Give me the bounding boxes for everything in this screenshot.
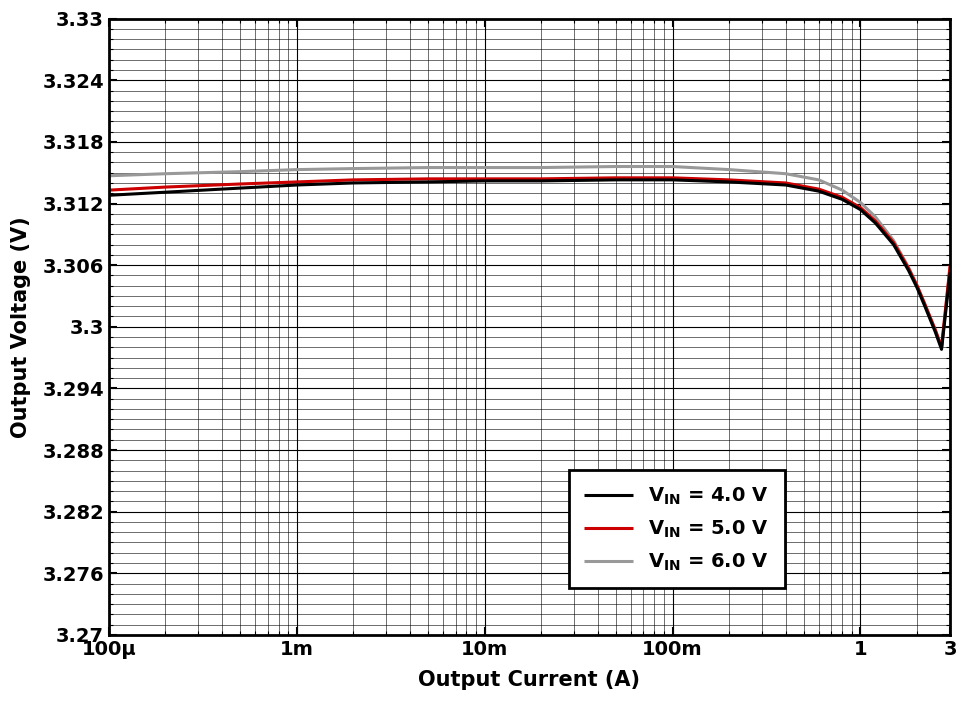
V$_{\mathregular{IN}}$ = 5.0 V	[422, 175, 434, 183]
V$_{\mathregular{IN}}$ = 4.0 V	[888, 240, 899, 249]
V$_{\mathregular{IN}}$ = 6.0 V	[723, 165, 735, 174]
V$_{\mathregular{IN}}$ = 4.0 V	[348, 179, 359, 187]
V$_{\mathregular{IN}}$ = 5.0 V	[919, 300, 930, 308]
V$_{\mathregular{IN}}$ = 4.0 V	[103, 191, 114, 200]
V$_{\mathregular{IN}}$ = 6.0 V	[936, 343, 948, 351]
V$_{\mathregular{IN}}$ = 4.0 V	[911, 283, 923, 292]
V$_{\mathregular{IN}}$ = 5.0 V	[103, 186, 114, 194]
V$_{\mathregular{IN}}$ = 4.0 V	[936, 345, 948, 353]
V$_{\mathregular{IN}}$ = 5.0 V	[348, 176, 359, 184]
V$_{\mathregular{IN}}$ = 6.0 V	[911, 282, 923, 290]
V$_{\mathregular{IN}}$ = 5.0 V	[667, 174, 679, 182]
V$_{\mathregular{IN}}$ = 4.0 V	[836, 195, 848, 203]
V$_{\mathregular{IN}}$ = 6.0 V	[919, 300, 930, 308]
X-axis label: Output Current (A): Output Current (A)	[418, 670, 641, 690]
V$_{\mathregular{IN}}$ = 4.0 V	[780, 181, 792, 189]
V$_{\mathregular{IN}}$ = 6.0 V	[836, 186, 848, 194]
V$_{\mathregular{IN}}$ = 5.0 V	[869, 217, 881, 225]
V$_{\mathregular{IN}}$ = 4.0 V	[902, 266, 914, 275]
V$_{\mathregular{IN}}$ = 5.0 V	[610, 174, 621, 182]
V$_{\mathregular{IN}}$ = 4.0 V	[667, 176, 679, 184]
V$_{\mathregular{IN}}$ = 4.0 V	[723, 178, 735, 186]
V$_{\mathregular{IN}}$ = 5.0 V	[936, 343, 948, 351]
V$_{\mathregular{IN}}$ = 4.0 V	[919, 302, 930, 311]
V$_{\mathregular{IN}}$ = 5.0 V	[160, 183, 171, 191]
V$_{\mathregular{IN}}$ = 4.0 V	[813, 187, 825, 196]
V$_{\mathregular{IN}}$ = 5.0 V	[234, 179, 246, 188]
V$_{\mathregular{IN}}$ = 5.0 V	[888, 238, 899, 247]
V$_{\mathregular{IN}}$ = 5.0 V	[291, 178, 303, 186]
V$_{\mathregular{IN}}$ = 6.0 V	[902, 263, 914, 271]
V$_{\mathregular{IN}}$ = 6.0 V	[813, 176, 825, 184]
V$_{\mathregular{IN}}$ = 6.0 V	[888, 236, 899, 245]
V$_{\mathregular{IN}}$ = 4.0 V	[234, 184, 246, 192]
V$_{\mathregular{IN}}$ = 6.0 V	[855, 198, 866, 207]
V$_{\mathregular{IN}}$ = 6.0 V	[869, 212, 881, 221]
V$_{\mathregular{IN}}$ = 5.0 V	[855, 203, 866, 212]
V$_{\mathregular{IN}}$ = 4.0 V	[479, 177, 491, 185]
V$_{\mathregular{IN}}$ = 6.0 V	[422, 163, 434, 172]
V$_{\mathregular{IN}}$ = 6.0 V	[929, 326, 941, 334]
V$_{\mathregular{IN}}$ = 4.0 V	[610, 176, 621, 184]
V$_{\mathregular{IN}}$ = 4.0 V	[869, 219, 881, 227]
V$_{\mathregular{IN}}$ = 4.0 V	[945, 268, 956, 276]
V$_{\mathregular{IN}}$ = 4.0 V	[422, 178, 434, 186]
Line: V$_{\mathregular{IN}}$ = 5.0 V: V$_{\mathregular{IN}}$ = 5.0 V	[108, 178, 951, 347]
V$_{\mathregular{IN}}$ = 6.0 V	[160, 170, 171, 178]
V$_{\mathregular{IN}}$ = 5.0 V	[723, 176, 735, 184]
V$_{\mathregular{IN}}$ = 6.0 V	[348, 164, 359, 172]
V$_{\mathregular{IN}}$ = 6.0 V	[780, 170, 792, 178]
V$_{\mathregular{IN}}$ = 4.0 V	[929, 327, 941, 336]
V$_{\mathregular{IN}}$ = 5.0 V	[780, 179, 792, 187]
V$_{\mathregular{IN}}$ = 5.0 V	[911, 282, 923, 290]
V$_{\mathregular{IN}}$ = 5.0 V	[902, 264, 914, 273]
V$_{\mathregular{IN}}$ = 6.0 V	[535, 163, 547, 172]
Line: V$_{\mathregular{IN}}$ = 6.0 V: V$_{\mathregular{IN}}$ = 6.0 V	[108, 167, 951, 347]
V$_{\mathregular{IN}}$ = 5.0 V	[945, 261, 956, 269]
V$_{\mathregular{IN}}$ = 6.0 V	[234, 168, 246, 176]
V$_{\mathregular{IN}}$ = 5.0 V	[813, 185, 825, 193]
Line: V$_{\mathregular{IN}}$ = 4.0 V: V$_{\mathregular{IN}}$ = 4.0 V	[108, 180, 951, 349]
V$_{\mathregular{IN}}$ = 5.0 V	[479, 175, 491, 183]
V$_{\mathregular{IN}}$ = 4.0 V	[291, 181, 303, 189]
V$_{\mathregular{IN}}$ = 6.0 V	[291, 165, 303, 174]
Y-axis label: Output Voltage (V): Output Voltage (V)	[11, 216, 31, 437]
V$_{\mathregular{IN}}$ = 6.0 V	[667, 163, 679, 171]
Legend: V$_{\mathregular{IN}}$ = 4.0 V, V$_{\mathregular{IN}}$ = 5.0 V, V$_{\mathregular: V$_{\mathregular{IN}}$ = 4.0 V, V$_{\mat…	[568, 470, 784, 588]
V$_{\mathregular{IN}}$ = 4.0 V	[855, 205, 866, 214]
V$_{\mathregular{IN}}$ = 6.0 V	[945, 263, 956, 271]
V$_{\mathregular{IN}}$ = 4.0 V	[535, 177, 547, 185]
V$_{\mathregular{IN}}$ = 6.0 V	[610, 163, 621, 171]
V$_{\mathregular{IN}}$ = 5.0 V	[836, 193, 848, 202]
V$_{\mathregular{IN}}$ = 4.0 V	[160, 188, 171, 196]
V$_{\mathregular{IN}}$ = 6.0 V	[103, 172, 114, 180]
V$_{\mathregular{IN}}$ = 5.0 V	[929, 326, 941, 334]
V$_{\mathregular{IN}}$ = 5.0 V	[535, 175, 547, 183]
V$_{\mathregular{IN}}$ = 6.0 V	[479, 163, 491, 172]
